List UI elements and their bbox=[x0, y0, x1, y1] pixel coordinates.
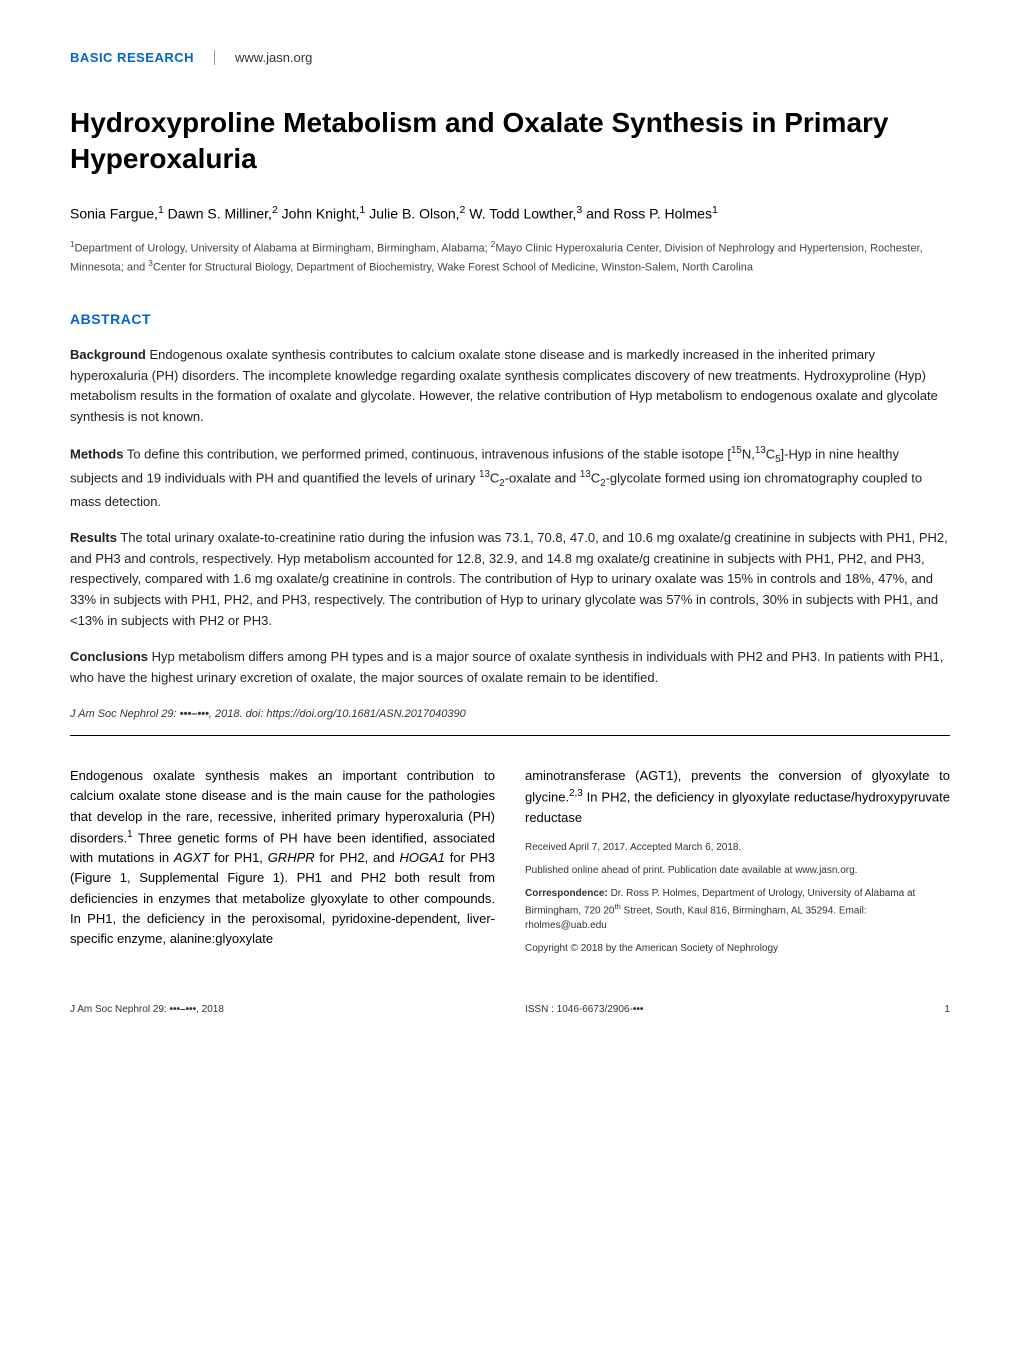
left-column: Endogenous oxalate synthesis makes an im… bbox=[70, 766, 495, 964]
article-meta: Received April 7, 2017. Accepted March 6… bbox=[525, 840, 950, 956]
body-right-text: aminotransferase (AGT1), prevents the co… bbox=[525, 766, 950, 828]
article-title: Hydroxyproline Metabolism and Oxalate Sy… bbox=[70, 105, 950, 178]
received-date: Received April 7, 2017. Accepted March 6… bbox=[525, 840, 950, 855]
right-column: aminotransferase (AGT1), prevents the co… bbox=[525, 766, 950, 964]
affiliations: 1Department of Urology, University of Al… bbox=[70, 239, 950, 275]
correspondence: Correspondence: Dr. Ross P. Holmes, Depa… bbox=[525, 886, 950, 933]
body-left-text: Endogenous oxalate synthesis makes an im… bbox=[70, 766, 495, 949]
abstract-results: Results The total urinary oxalate-to-cre… bbox=[70, 528, 950, 632]
header-row: BASIC RESEARCH www.jasn.org bbox=[70, 50, 950, 65]
citation: J Am Soc Nephrol 29: •••–•••, 2018. doi:… bbox=[70, 708, 950, 720]
footer-middle: ISSN : 1046-6673/2906-••• bbox=[525, 1004, 643, 1015]
body-columns: Endogenous oxalate synthesis makes an im… bbox=[70, 766, 950, 964]
footer-page-number: 1 bbox=[944, 1004, 950, 1015]
page-footer: J Am Soc Nephrol 29: •••–•••, 2018 ISSN … bbox=[70, 1004, 950, 1015]
abstract-background: Background Endogenous oxalate synthesis … bbox=[70, 345, 950, 428]
copyright: Copyright © 2018 by the American Society… bbox=[525, 941, 950, 956]
authors-line: Sonia Fargue,1 Dawn S. Milliner,2 John K… bbox=[70, 203, 950, 225]
published-note: Published online ahead of print. Publica… bbox=[525, 863, 950, 878]
abstract-heading: ABSTRACT bbox=[70, 311, 950, 327]
abstract-methods: Methods To define this contribution, we … bbox=[70, 443, 950, 513]
divider bbox=[70, 735, 950, 736]
footer-left: J Am Soc Nephrol 29: •••–•••, 2018 bbox=[70, 1004, 224, 1015]
section-label: BASIC RESEARCH bbox=[70, 50, 215, 65]
header-url: www.jasn.org bbox=[215, 50, 312, 65]
abstract-conclusions: Conclusions Hyp metabolism differs among… bbox=[70, 647, 950, 689]
